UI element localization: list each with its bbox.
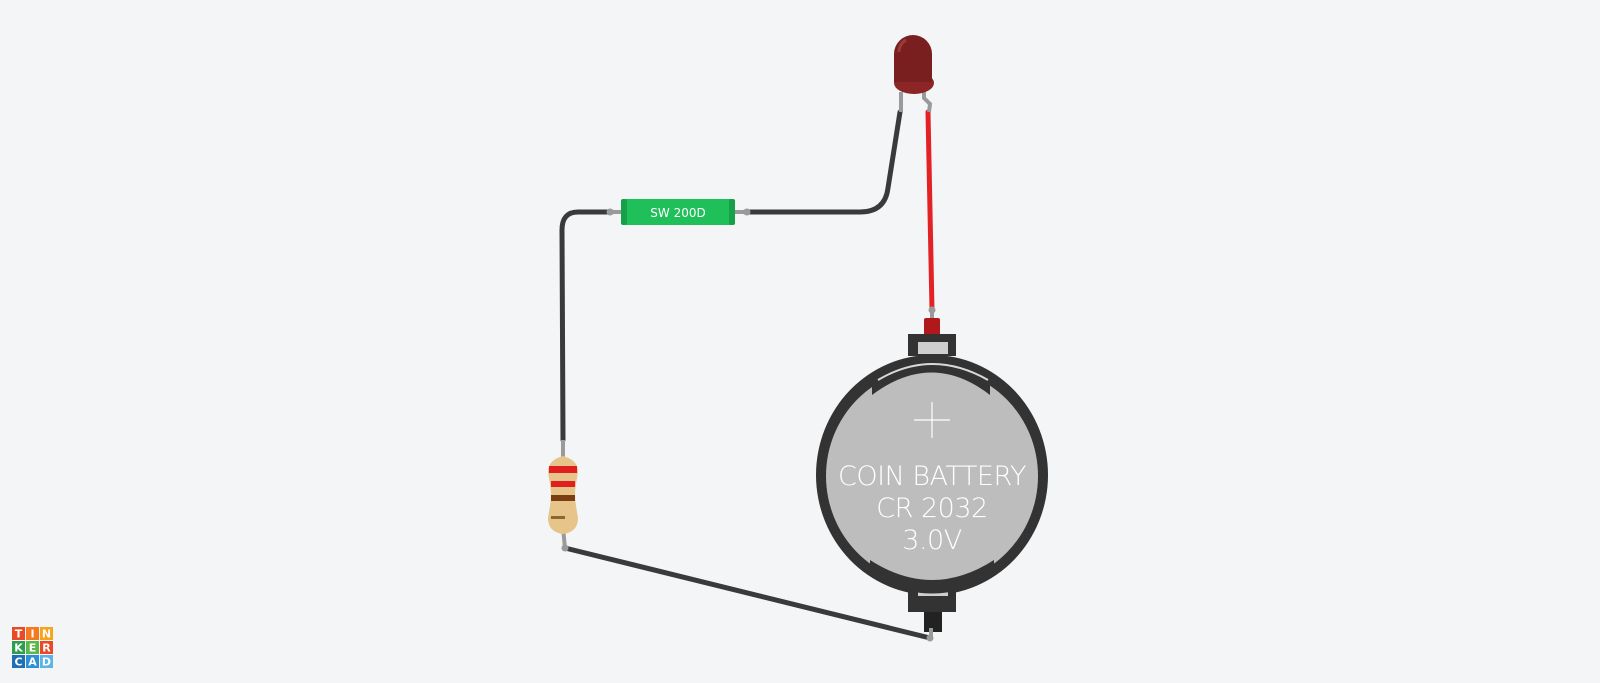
- holder-top-slot: [918, 342, 948, 354]
- switch-right-lead: [733, 210, 747, 214]
- switch-cap-left: [621, 199, 627, 225]
- logo-letter: A: [28, 656, 37, 669]
- logo-tile: [26, 641, 39, 654]
- coin-battery[interactable]: COIN BATTERY CR 2032 3.0V: [816, 306, 1048, 642]
- logo-letter: N: [42, 628, 51, 641]
- battery-label-line-3: 3.0V: [902, 525, 961, 556]
- logo-letter: C: [14, 656, 22, 669]
- led-anode-leg: [922, 92, 933, 113]
- led-highlight: [897, 38, 907, 53]
- resistor-band-3: [551, 495, 575, 501]
- wire-resistor-to-battery[interactable]: [562, 545, 933, 641]
- battery-positive-terminal: [924, 318, 940, 336]
- logo-tile: [26, 655, 39, 668]
- wire-led-to-battery[interactable]: [925, 109, 935, 313]
- wire-switch-to-led[interactable]: [742, 109, 903, 215]
- battery-cell: [826, 368, 1038, 584]
- logo-letter: E: [29, 642, 37, 655]
- led-body: [894, 35, 932, 82]
- logo-tile: [40, 641, 53, 654]
- battery-label-line-1: COIN BATTERY: [838, 461, 1026, 492]
- resistor-bottom-pin: [561, 544, 569, 552]
- battery-negative-pin: [926, 634, 934, 642]
- logo-letter: K: [14, 642, 23, 655]
- logo-tile: [40, 627, 53, 640]
- logo-letter: I: [30, 628, 34, 641]
- logo-letter: R: [42, 642, 51, 655]
- tinkercad-logo: T I N K E R C A D: [12, 627, 53, 669]
- logo-letter: T: [15, 628, 23, 641]
- logo-tile: [12, 627, 25, 640]
- resistor[interactable]: [548, 440, 578, 552]
- switch-body: [621, 199, 735, 225]
- logo-tile: [26, 627, 39, 640]
- battery-label-line-2: CR 2032: [876, 493, 987, 524]
- switch-left-lead: [610, 210, 624, 214]
- logo-tile: [40, 655, 53, 668]
- battery-negative-terminal: [924, 606, 942, 632]
- wire-switch-to-resistor[interactable]: [559, 209, 615, 443]
- resistor-band-4: [551, 516, 565, 519]
- holder-clip-bottom: [870, 560, 994, 594]
- resistor-band-1: [549, 466, 577, 473]
- logo-letter: D: [42, 656, 51, 669]
- resistor-band-2: [551, 481, 575, 487]
- holder-clip-arc: [877, 363, 989, 381]
- logo-tile: [12, 641, 25, 654]
- led[interactable]: [894, 35, 934, 113]
- logo-tile: [12, 655, 25, 668]
- switch-cap-right: [729, 199, 735, 225]
- battery-positive-pin: [928, 306, 936, 314]
- switch-label: SW 200D: [650, 206, 705, 220]
- tilt-switch[interactable]: SW 200D: [606, 199, 751, 225]
